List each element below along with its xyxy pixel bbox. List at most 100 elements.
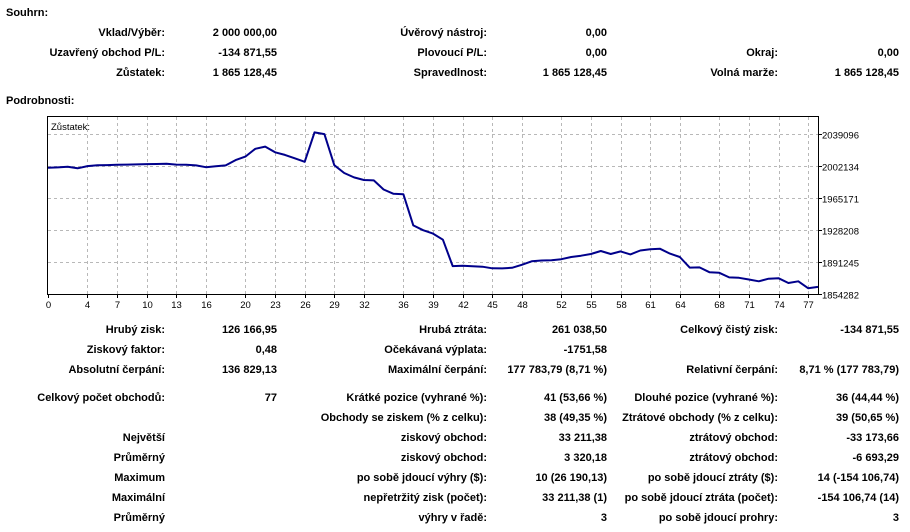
- stat-value: 38 (49,35 %): [544, 412, 607, 424]
- x-tick-label: 39: [428, 300, 439, 311]
- x-tick-label: 16: [201, 300, 212, 311]
- stat-value: 261 038,50: [551, 324, 607, 336]
- stat-label: Ztrátové obchody (% z celku):: [622, 412, 778, 424]
- stat-label: po sobě jdoucí výhry ($):: [356, 472, 487, 484]
- summary-label: Plovoucí P/L:: [417, 47, 487, 59]
- stat-label: Maximální: [111, 492, 165, 504]
- x-tick-label: 26: [300, 300, 311, 311]
- stat-label: Absolutní čerpání:: [68, 364, 165, 376]
- chart-series-label: Zůstatek:: [51, 122, 90, 133]
- summary-value: 0,00: [877, 47, 899, 59]
- stat-label: Hrubý zisk:: [105, 324, 165, 336]
- stat-value: 136 829,13: [221, 364, 277, 376]
- stat-value: 126 166,95: [221, 324, 277, 336]
- x-tick-label: 58: [616, 300, 627, 311]
- stat-label: nepřetržitý zisk (počet):: [363, 492, 487, 504]
- stat-value: -6 693,29: [852, 452, 899, 464]
- summary-label: Vklad/Výběr:: [98, 27, 165, 39]
- x-tick-label: 4: [85, 300, 90, 311]
- stat-label: Dlouhé pozice (vyhrané %):: [634, 392, 778, 404]
- y-tick-label: 1928208: [822, 227, 859, 238]
- stat-value: -1751,58: [563, 344, 607, 356]
- y-tick-label: 1891245: [822, 259, 859, 270]
- summary-label: Zůstatek:: [116, 67, 165, 79]
- x-tick-label: 52: [556, 300, 567, 311]
- stat-value: 0,48: [255, 344, 277, 356]
- x-tick-label: 74: [774, 300, 785, 311]
- x-tick-label: 36: [398, 300, 409, 311]
- x-tick-label: 77: [803, 300, 814, 311]
- x-tick-label: 29: [329, 300, 340, 311]
- x-tick-label: 10: [142, 300, 153, 311]
- x-tick-label: 45: [487, 300, 498, 311]
- stat-label: Průměrný: [113, 452, 165, 464]
- y-tick-label: 2002134: [822, 163, 859, 174]
- x-tick-label: 68: [714, 300, 725, 311]
- stat-value: 10 (26 190,13): [535, 472, 607, 484]
- stat-label: Ziskový faktor:: [86, 344, 165, 356]
- x-tick-label: 7: [115, 300, 120, 311]
- stat-value: 3 320,18: [564, 452, 607, 464]
- stat-label: Celkový počet obchodů:: [37, 392, 165, 404]
- stat-label: Hrubá ztráta:: [419, 324, 487, 336]
- stat-value: 33 211,38 (1): [542, 492, 607, 504]
- summary-value: 2 000 000,00: [212, 27, 277, 39]
- stat-label: výhry v řadě:: [418, 512, 487, 524]
- stat-value: 77: [264, 392, 277, 404]
- stat-label: Největší: [122, 432, 165, 444]
- stat-label: Krátké pozice (vyhrané %):: [346, 392, 487, 404]
- details-title: Podrobnosti:: [6, 95, 75, 107]
- stat-label: Obchody se ziskem (% z celku):: [320, 412, 487, 424]
- x-tick-label: 55: [586, 300, 597, 311]
- stat-value: 39 (50,65 %): [836, 412, 899, 424]
- y-tick-label: 1965171: [822, 195, 859, 206]
- stat-value: -33 173,66: [846, 432, 899, 444]
- balance-chart: 0 4 7 10 13 16 20 23 26 29 32 36 39 42 45 48 52 55 58 61 64 6…: [46, 116, 859, 311]
- stat-label: po sobě jdoucí ztráta (počet):: [624, 492, 778, 504]
- stat-value: 8,71 % (177 783,79): [799, 364, 899, 376]
- summary-value: -134 871,55: [218, 47, 277, 59]
- y-tick-label: 2039096: [822, 131, 859, 142]
- x-tick-label: 61: [645, 300, 656, 311]
- stat-value: 14 (-154 106,74): [817, 472, 899, 484]
- stat-label: Průměrný: [113, 512, 165, 524]
- stat-value: 3: [600, 512, 607, 524]
- stat-value: -154 106,74 (14): [817, 492, 899, 504]
- stat-value: 41 (53,66 %): [544, 392, 607, 404]
- summary-value: 0,00: [585, 27, 607, 39]
- summary-label: Uzavřený obchod P/L:: [49, 47, 165, 59]
- balance-line: [47, 131, 819, 290]
- x-tick-label: 64: [675, 300, 686, 311]
- stat-label: po sobě jdoucí ztráty ($):: [647, 472, 778, 484]
- summary-label: Spravedlnost:: [413, 67, 487, 79]
- stat-label: ztrátový obchod:: [689, 452, 778, 464]
- summary-value: 0,00: [585, 47, 607, 59]
- x-tick-label: 48: [517, 300, 528, 311]
- y-tick-label: 1854282: [822, 291, 859, 302]
- stat-value: 177 783,79 (8,71 %): [507, 364, 607, 376]
- summary-value: 1 865 128,45: [212, 67, 277, 79]
- stat-label: ziskový obchod:: [400, 432, 487, 444]
- summary-label: Volná marže:: [710, 67, 778, 79]
- x-tick-label: 71: [744, 300, 755, 311]
- stat-value: 3: [892, 512, 899, 524]
- x-tick-label: 32: [359, 300, 370, 311]
- stat-value: 33 211,38: [558, 432, 607, 444]
- chart-plot-area: [47, 116, 819, 295]
- stat-value: -134 871,55: [840, 324, 899, 336]
- stat-label: Maximum: [114, 472, 165, 484]
- stat-label: ztrátový obchod:: [689, 432, 778, 444]
- stat-label: Celkový čistý zisk:: [680, 324, 778, 336]
- summary-value: 1 865 128,45: [834, 67, 899, 79]
- stat-label: Relativní čerpání:: [686, 364, 778, 376]
- x-tick-label: 23: [270, 300, 281, 311]
- summary-label: Okraj:: [746, 47, 778, 59]
- x-tick-label: 0: [46, 300, 51, 311]
- x-tick-label: 13: [171, 300, 182, 311]
- stat-value: 36 (44,44 %): [836, 392, 899, 404]
- stat-label: ziskový obchod:: [400, 452, 487, 464]
- summary-label: Úvěrový nástroj:: [400, 27, 487, 39]
- x-tick-label: 42: [458, 300, 469, 311]
- stat-label: Očekávaná výplata:: [384, 344, 487, 356]
- stat-label: po sobě jdoucí prohry:: [658, 512, 778, 524]
